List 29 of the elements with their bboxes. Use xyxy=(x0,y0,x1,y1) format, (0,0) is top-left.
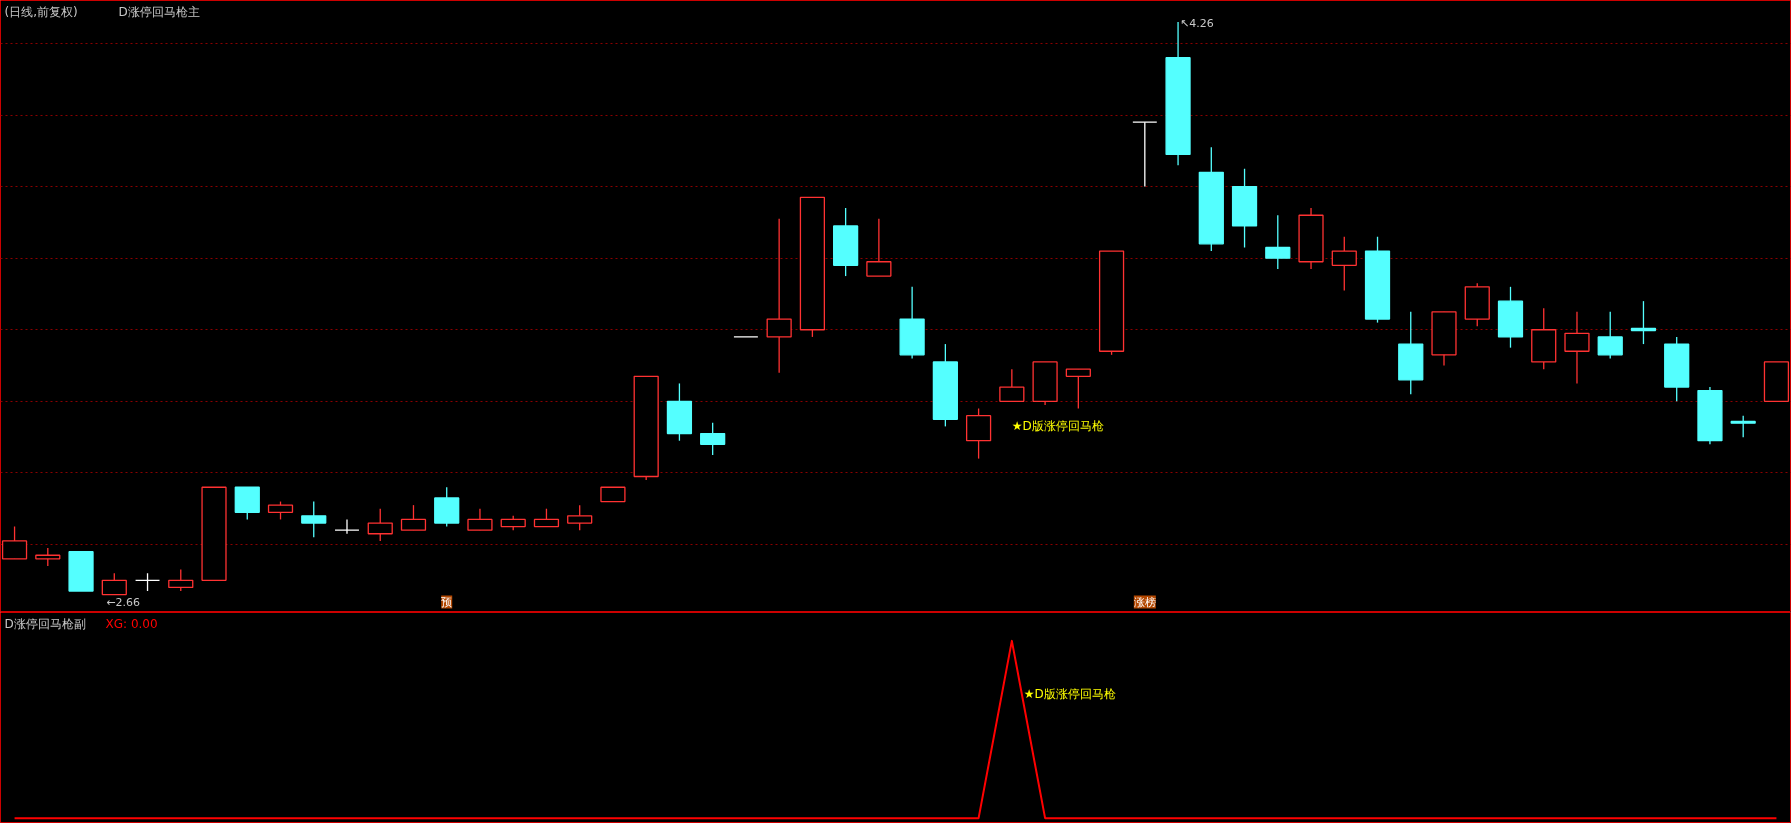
candlestick xyxy=(999,368,1025,402)
text: XG: 0.00 xyxy=(105,616,158,631)
candlestick xyxy=(301,500,327,538)
candlestick xyxy=(334,518,360,535)
candlestick xyxy=(1597,311,1623,360)
candlestick xyxy=(1065,368,1091,410)
candlestick xyxy=(1564,311,1590,385)
annotation: 预 xyxy=(441,595,453,609)
annotation: ★D版涨停回马枪 xyxy=(1023,687,1116,702)
candlestick xyxy=(1730,415,1756,438)
candlestick xyxy=(400,504,427,531)
chart-subtitle: D涨停回马枪主 xyxy=(118,4,200,19)
candlestick xyxy=(1265,214,1291,270)
annotation: ←2.66 xyxy=(106,595,141,609)
candlestick xyxy=(168,568,194,592)
candlestick xyxy=(1331,236,1357,292)
candlestick xyxy=(700,422,726,456)
candlestick xyxy=(866,218,892,277)
chart-title: D涨停回马枪副 xyxy=(4,616,86,631)
candlestick xyxy=(567,504,593,531)
candlestick xyxy=(367,508,393,542)
annotation: ↖4.26 xyxy=(1180,16,1214,30)
annotation: ★D版涨停回马枪 xyxy=(1011,418,1104,433)
annotation: 涨榜 xyxy=(1133,595,1156,609)
candlestick xyxy=(101,572,127,596)
candlestick xyxy=(766,218,792,374)
candlestick xyxy=(467,508,493,531)
candlestick xyxy=(1132,121,1158,188)
chart-title: (日线,前复权) xyxy=(4,4,78,19)
